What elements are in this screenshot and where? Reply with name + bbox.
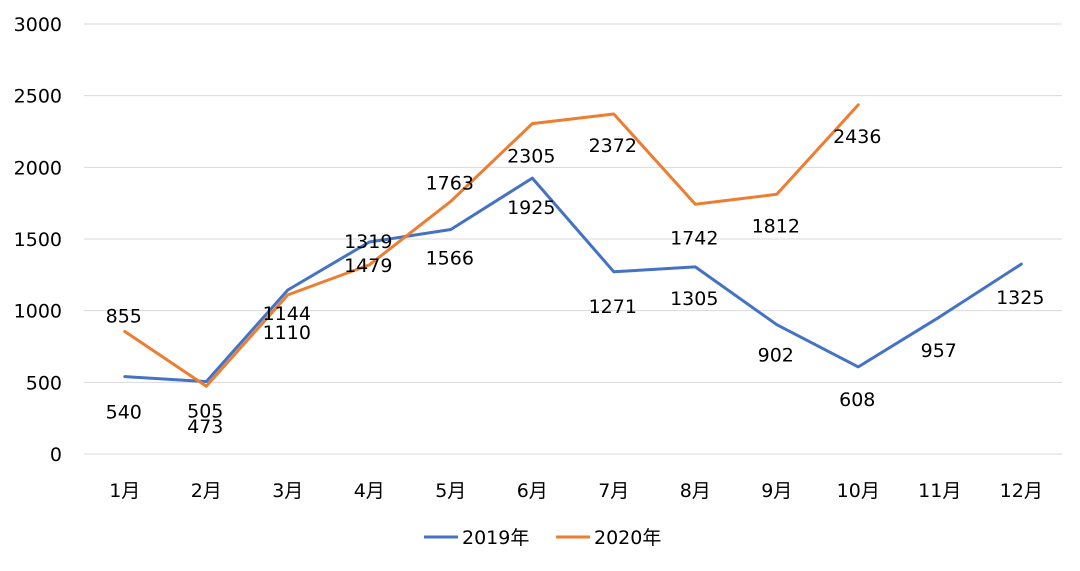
data-label: 1325: [996, 287, 1044, 309]
y-tick-label: 2000: [14, 157, 62, 179]
y-tick-label: 0: [50, 444, 62, 466]
data-label: 1144: [263, 303, 311, 325]
y-axis-ticks: 0 500 1000 1500 2000 2500 3000: [14, 14, 62, 466]
data-label: 2305: [507, 146, 555, 168]
x-tick-label: 1月: [109, 480, 140, 502]
data-label: 1742: [670, 227, 718, 249]
legend-label-0: 2019年: [462, 527, 529, 549]
series-lines: [123, 103, 1023, 388]
data-label: 505: [187, 401, 223, 423]
x-tick-label: 11月: [918, 480, 961, 502]
data-label: 1110: [263, 322, 311, 344]
y-tick-label: 2500: [14, 86, 62, 108]
data-label: 608: [839, 389, 875, 411]
x-tick-label: 7月: [598, 480, 629, 502]
legend: 2019年 2020年: [424, 527, 661, 549]
data-label: 902: [758, 345, 794, 367]
data-label: 957: [921, 340, 957, 362]
x-tick-label: 2月: [191, 480, 222, 502]
data-label: 1319: [344, 231, 392, 253]
data-label: 1763: [426, 172, 474, 194]
x-tick-label: 5月: [435, 480, 466, 502]
x-axis-ticks: 1月 2月 3月 4月 5月 6月 7月 8月 9月 10月 11月 12月: [109, 480, 1043, 502]
y-tick-label: 1500: [14, 229, 62, 251]
data-label: 473: [187, 416, 223, 438]
data-label: 1566: [426, 248, 474, 270]
x-tick-label: 10月: [837, 480, 880, 502]
x-tick-label: 12月: [1000, 480, 1043, 502]
data-label: 540: [106, 402, 142, 424]
data-label: 2436: [833, 126, 881, 148]
x-tick-label: 9月: [761, 480, 792, 502]
data-label: 1925: [507, 197, 555, 219]
x-tick-label: 8月: [680, 480, 711, 502]
data-label: 2372: [589, 135, 637, 157]
y-tick-label: 500: [26, 372, 62, 394]
data-label: 855: [106, 305, 142, 327]
x-tick-label: 3月: [272, 480, 303, 502]
data-label: 1812: [752, 215, 800, 237]
series-line-0: [123, 176, 1023, 384]
y-tick-label: 3000: [14, 14, 62, 36]
series-line-1: [123, 103, 860, 388]
data-labels: 540 505 1144 1479 1566 1925 1271 1305 902 608 957 1…: [106, 126, 1045, 438]
x-tick-label: 6月: [517, 480, 548, 502]
data-label: 1305: [670, 288, 718, 310]
x-tick-label: 4月: [354, 480, 385, 502]
data-label: 1271: [589, 296, 637, 318]
legend-label-1: 2020年: [594, 527, 661, 549]
data-label: 1479: [344, 255, 392, 277]
y-tick-label: 1000: [14, 301, 62, 323]
gridlines: [84, 23, 1062, 455]
